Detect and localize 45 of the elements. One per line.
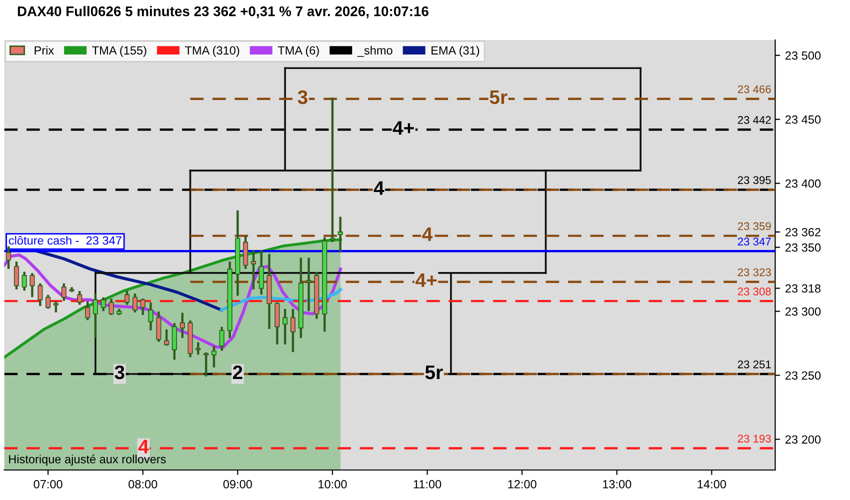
y-tick-label: 23 250 <box>786 371 821 380</box>
y-tick-label: 23 200 <box>786 435 821 444</box>
y-tick-label: 23 450 <box>786 115 821 124</box>
annotation: 4 <box>138 440 149 454</box>
legend-label: TMA (155) <box>92 46 146 57</box>
annotation: 23 359 <box>738 222 771 230</box>
x-tick-label: 07:00 <box>34 480 62 488</box>
annotation: 23 395 <box>738 176 771 184</box>
annotation: 4 <box>422 227 433 241</box>
annotation: 23 251 <box>738 360 771 368</box>
annotation: 23 347 <box>738 238 771 246</box>
annotation: 2 <box>232 365 242 380</box>
annotation: 4+ <box>392 121 414 135</box>
legend-label: EMA (31) <box>432 46 480 57</box>
x-tick-label: 12:00 <box>508 480 536 488</box>
legend-label: TMA (310) <box>185 46 240 57</box>
legend-label: _shmo <box>357 46 392 57</box>
y-tick-label: 23 350 <box>786 243 821 252</box>
annotation: 3 <box>298 90 308 104</box>
annotation: 4+ <box>416 274 437 287</box>
y-tick-label: 23 400 <box>786 179 821 188</box>
chart-title: DAX40 Full0626 5 minutes 23 362 +0,31 % 7 avr. 2026, 10:07:16 <box>18 6 428 18</box>
annotation: 4 <box>374 181 384 195</box>
annotation: 5r <box>490 90 508 104</box>
annotation: 3 <box>114 365 124 380</box>
x-tick-label: 08:00 <box>128 480 158 488</box>
annotation: Historique ajusté aux rollovers <box>9 454 166 466</box>
x-tick-label: 14:00 <box>698 480 726 488</box>
legend-label: Prix <box>34 46 54 54</box>
y-tick-label: 23 318 <box>786 284 821 293</box>
x-tick-label: 13:00 <box>603 480 632 488</box>
annotation: 23 466 <box>738 85 771 94</box>
annotation: 23 323 <box>738 268 771 276</box>
annotation: 23 193 <box>738 434 771 443</box>
annotation: 23 442 <box>738 116 771 124</box>
y-tick-label: 23 362 <box>786 228 820 236</box>
y-tick-label: 23 500 <box>786 51 821 60</box>
x-tick-label: 09:00 <box>223 480 252 488</box>
legend-label: TMA (6) <box>278 46 319 57</box>
annotation: 5r <box>425 366 443 380</box>
x-tick-label: 10:00 <box>318 480 347 488</box>
y-tick-label: 23 300 <box>786 307 821 316</box>
annotation: 23 308 <box>738 288 771 296</box>
x-tick-label: 11:00 <box>414 480 442 488</box>
ref-line-label: clôture cash - 23 347 <box>8 236 122 245</box>
